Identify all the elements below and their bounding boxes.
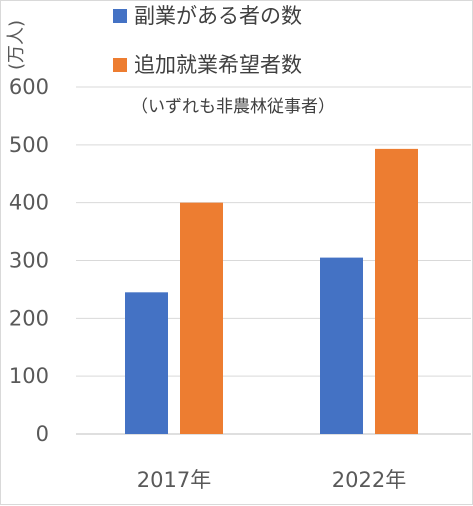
bar-additional-work-1 (375, 148, 418, 435)
y-tick-label: 300 (9, 249, 49, 273)
x-axis-categories: 2017年 2022年 (137, 468, 406, 492)
legend-label: 追加就業希望者数 (134, 53, 302, 77)
y-tick-label: 0 (36, 422, 49, 446)
y-tick-label: 500 (9, 133, 49, 157)
legend-label: 副業がある者の数 (134, 4, 302, 28)
bar-additional-work-0 (180, 202, 223, 434)
bars (125, 148, 418, 435)
y-axis-ticks: 0 100 200 300 400 500 600 (9, 75, 49, 446)
legend-swatch (113, 58, 127, 72)
bar-side-job-1 (320, 257, 363, 434)
legend-swatch (113, 9, 127, 23)
x-category-label: 2022年 (332, 468, 406, 492)
x-category-label: 2017年 (137, 468, 211, 492)
y-tick-label: 100 (9, 364, 49, 388)
y-tick-label: 400 (9, 191, 49, 215)
y-tick-label: 200 (9, 306, 49, 330)
y-tick-label: 600 (9, 75, 49, 99)
chart-note: （いずれも非農林従事者） (131, 97, 335, 117)
y-axis-label: (万人) (6, 20, 27, 70)
bar-side-job-0 (125, 292, 168, 434)
